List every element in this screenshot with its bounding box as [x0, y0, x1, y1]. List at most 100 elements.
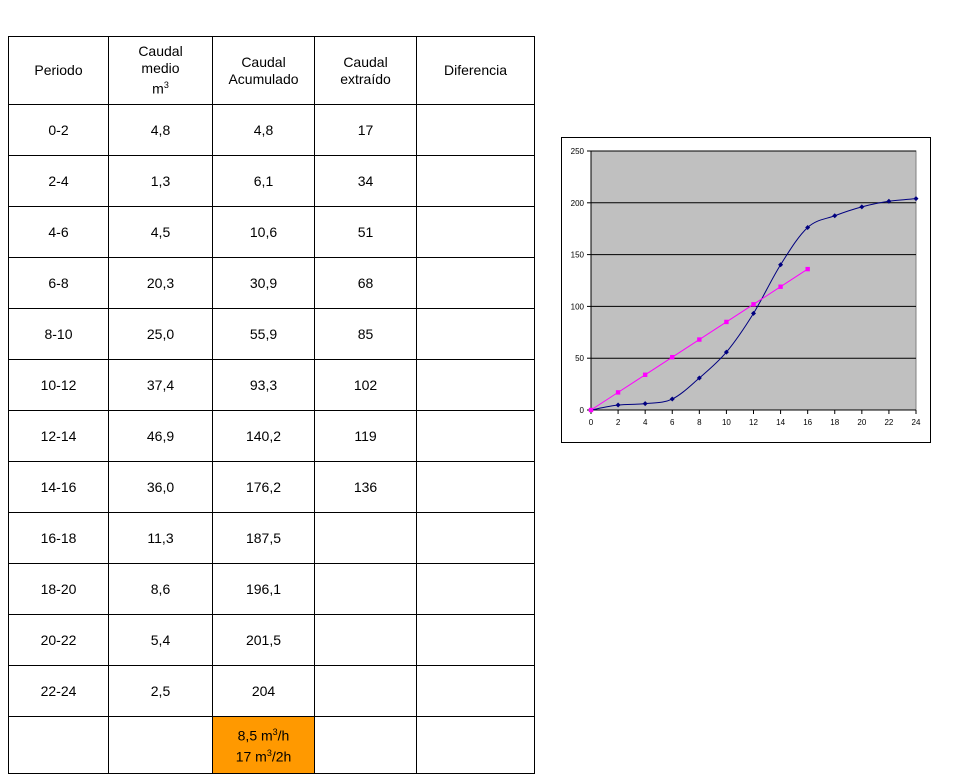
unit-base: m	[152, 80, 164, 97]
header-line: Caudal	[241, 53, 286, 70]
table-cell: 4-6	[8, 206, 109, 258]
header-line: Acumulado	[228, 70, 299, 87]
summary-unit: /h	[277, 728, 290, 744]
table-cell	[416, 410, 535, 462]
summary-value: 17 m	[235, 748, 267, 765]
table-cell: 30,9	[212, 257, 315, 309]
table-cell: 20-22	[8, 614, 109, 666]
data-point	[778, 262, 784, 268]
table-cell: 102	[314, 359, 417, 411]
x-tick-label: 24	[912, 418, 921, 427]
summary-cell: 8,5 m3/h 17 m3/2h	[212, 716, 315, 774]
table-cell: 6,1	[212, 155, 315, 207]
table-row: 2-4 1,3 6,1 34	[8, 155, 535, 207]
table-cell: 119	[314, 410, 417, 462]
data-point	[588, 407, 594, 413]
table-cell: 136	[314, 461, 417, 513]
table-cell: 201,5	[212, 614, 315, 666]
table-row: 8-10 25,0 55,9 85	[8, 308, 535, 360]
table-cell	[314, 614, 417, 666]
x-tick-label: 22	[884, 418, 893, 427]
x-tick-label: 18	[830, 418, 839, 427]
x-tick-label: 12	[749, 418, 758, 427]
table-row: 18-20 8,6 196,1	[8, 563, 535, 615]
summary-line: 8,5 m3/h	[213, 724, 314, 745]
empty-cell	[108, 716, 213, 774]
x-tick-label: 16	[803, 418, 812, 427]
y-tick-label: 0	[580, 406, 585, 415]
table-cell: 46,9	[108, 410, 213, 462]
table-cell: 2-4	[8, 155, 109, 207]
data-point	[696, 375, 702, 381]
table-cell: 18-20	[8, 563, 109, 615]
x-tick-label: 6	[670, 418, 675, 427]
data-point	[642, 372, 648, 377]
y-tick-label: 150	[571, 251, 585, 260]
header-line: Caudal	[343, 53, 388, 70]
table-cell: 187,5	[212, 512, 315, 564]
data-point	[615, 390, 621, 395]
table-cell: 85	[314, 308, 417, 360]
data-point	[805, 224, 811, 230]
data-point	[832, 213, 838, 219]
header-periodo: Periodo	[8, 36, 109, 105]
x-tick-label: 8	[697, 418, 702, 427]
table-cell: 68	[314, 257, 417, 309]
table-cell	[416, 104, 535, 156]
table-cell: 36,0	[108, 461, 213, 513]
data-point	[697, 337, 702, 342]
table-cell: 34	[314, 155, 417, 207]
table-cell: 204	[212, 665, 315, 717]
data-point	[724, 319, 729, 325]
data-point	[805, 266, 810, 272]
table-cell: 37,4	[108, 359, 213, 411]
table-cell: 12-14	[8, 410, 109, 462]
empty-cell	[416, 716, 535, 774]
data-point	[913, 196, 919, 202]
table-cell: 1,3	[108, 155, 213, 207]
table-cell	[314, 563, 417, 615]
empty-cell	[8, 716, 109, 774]
data-point	[615, 402, 621, 408]
table-row: 0-2 4,8 4,8 17	[8, 104, 535, 156]
table-cell	[416, 614, 535, 666]
x-tick-label: 4	[643, 418, 648, 427]
unit-sup: 3	[163, 80, 169, 91]
header-caudal-extraido: Caudal extraído	[314, 36, 417, 105]
x-tick-label: 14	[776, 418, 785, 427]
table-cell	[416, 461, 535, 513]
table-cell	[416, 563, 535, 615]
table-cell	[416, 665, 535, 717]
table-row: 20-22 5,4 201,5	[8, 614, 535, 666]
table-cell: 4,8	[212, 104, 315, 156]
table-cell: 10,6	[212, 206, 315, 258]
summary-row: 8,5 m3/h 17 m3/2h	[8, 716, 535, 774]
table-cell: 196,1	[212, 563, 315, 615]
y-tick-label: 100	[571, 302, 585, 311]
flow-table-body: Periodo Caudal medio m3 Caudal Acumulado…	[8, 36, 535, 774]
table-cell	[314, 512, 417, 564]
summary-value: 8,5 m	[237, 728, 273, 744]
y-tick-label: 50	[575, 354, 584, 363]
header-diferencia: Diferencia	[416, 36, 535, 105]
x-tick-label: 10	[722, 418, 731, 427]
x-tick-label: 2	[616, 418, 621, 427]
table-cell: 6-8	[8, 257, 109, 309]
table-cell: 93,3	[212, 359, 315, 411]
table-cell	[416, 206, 535, 258]
data-point	[723, 349, 729, 355]
table-cell: 22-24	[8, 665, 109, 717]
table-cell	[416, 512, 535, 564]
table-cell: 55,9	[212, 308, 315, 360]
header-caudal-acumulado: Caudal Acumulado	[212, 36, 315, 105]
table-cell: 4,5	[108, 206, 213, 258]
flow-table: Periodo Caudal medio m3 Caudal Acumulado…	[8, 36, 535, 774]
header-line: Caudal	[138, 43, 183, 60]
table-row: 14-16 36,0 176,2 136	[8, 461, 535, 513]
table-cell: 0-2	[8, 104, 109, 156]
header-line: extraído	[340, 70, 391, 87]
y-tick-label: 200	[571, 199, 585, 208]
table-row: 6-8 20,3 30,9 68	[8, 257, 535, 309]
table-row: 10-12 37,4 93,3 102	[8, 359, 535, 411]
